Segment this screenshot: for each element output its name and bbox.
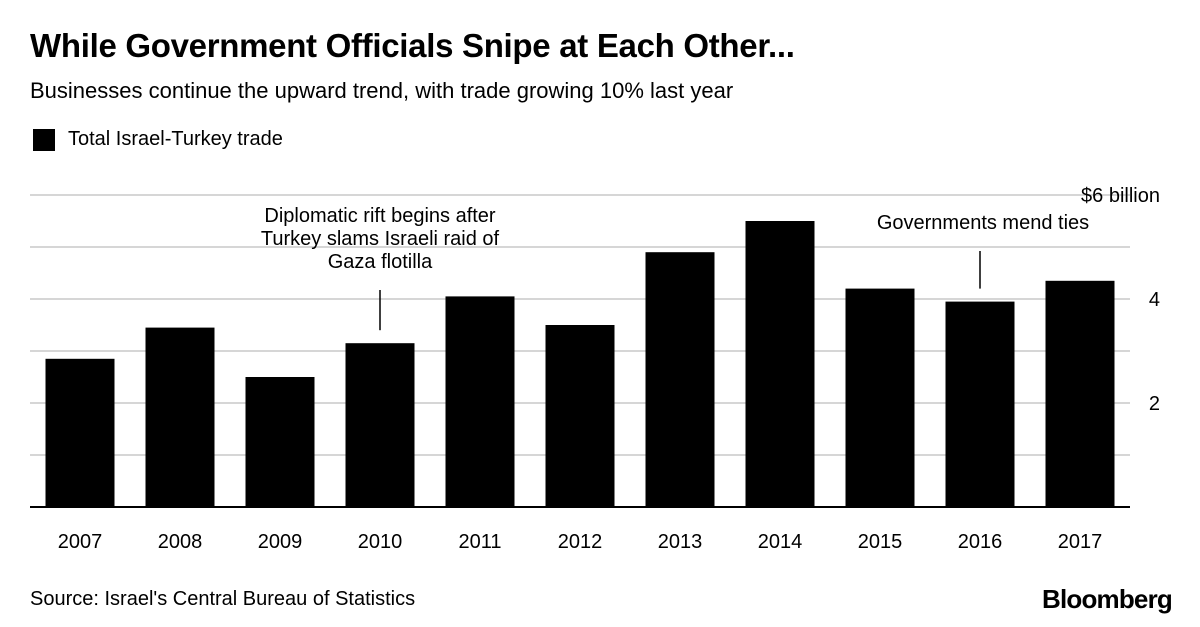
x-tick-label: 2013 — [658, 531, 703, 553]
legend-label: Total Israel-Turkey trade — [68, 128, 283, 150]
chart-title: While Government Officials Snipe at Each… — [30, 27, 795, 64]
legend: Total Israel-Turkey trade — [33, 128, 283, 151]
bar — [545, 325, 615, 507]
annotation-text: Gaza flotilla — [328, 251, 433, 273]
bar — [345, 343, 415, 507]
annotation-text: Governments mend ties — [877, 212, 1089, 234]
annotation-text: Diplomatic rift begins after — [264, 205, 496, 227]
y-tick-label: 4 — [1149, 289, 1160, 311]
y-tick-label: $6 billion — [1081, 185, 1160, 207]
x-tick-label: 2014 — [758, 531, 803, 553]
x-tick-label: 2008 — [158, 531, 203, 553]
bar — [145, 327, 215, 507]
x-tick-label: 2010 — [358, 531, 403, 553]
bar — [445, 296, 515, 507]
x-tick-label: 2012 — [558, 531, 603, 553]
bar — [845, 288, 915, 507]
x-tick-label: 2007 — [58, 531, 103, 553]
x-tick-label: 2017 — [1058, 531, 1103, 553]
brand-logo: Bloomberg — [1041, 584, 1173, 614]
x-tick-label: 2009 — [258, 531, 303, 553]
annotation-text: Turkey slams Israeli raid of — [261, 228, 500, 250]
x-tick-label: 2015 — [858, 531, 903, 553]
source-note: Source: Israel's Central Bureau of Stati… — [30, 588, 416, 610]
y-tick-label: 2 — [1149, 393, 1160, 415]
bar — [45, 358, 115, 507]
x-tick-label: 2011 — [458, 531, 501, 553]
bar — [645, 252, 715, 507]
legend-swatch — [33, 128, 55, 151]
bar — [245, 377, 315, 507]
bar — [945, 301, 1015, 507]
bar — [745, 221, 815, 507]
chart-subtitle: Businesses continue the upward trend, wi… — [30, 78, 734, 103]
x-tick-label: 2016 — [958, 531, 1003, 553]
bar — [1045, 280, 1115, 507]
